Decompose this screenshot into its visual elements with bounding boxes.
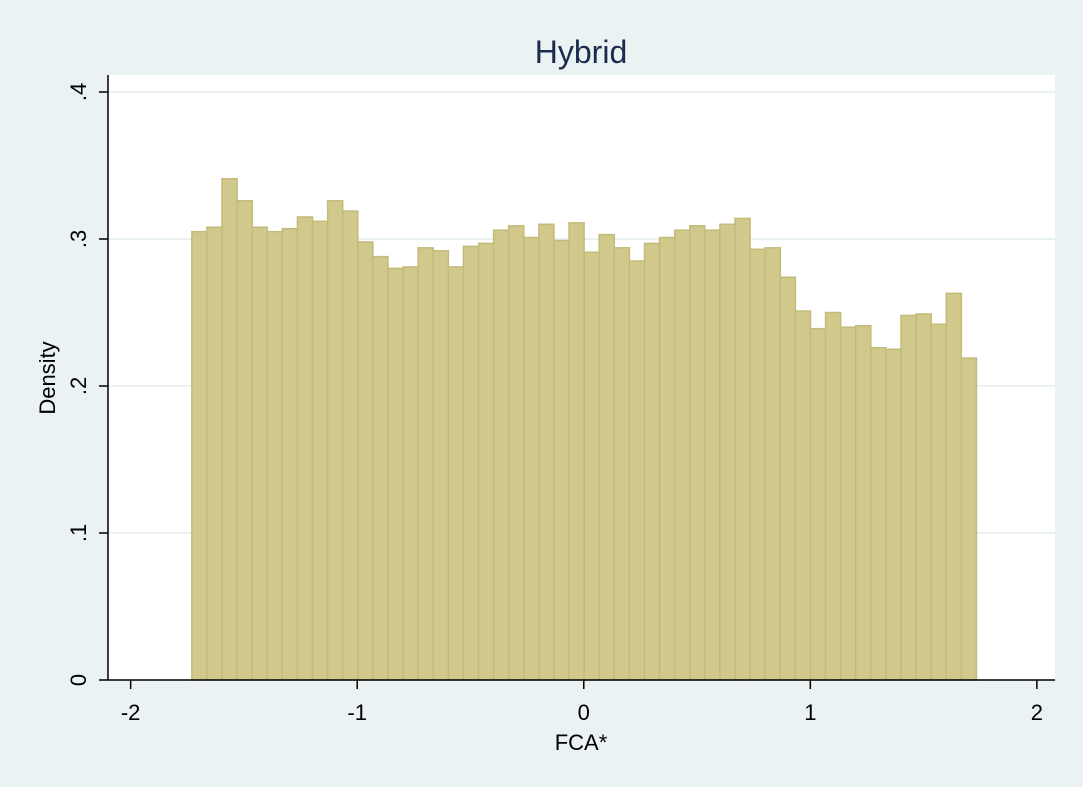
histogram-bar [598,233,616,681]
histogram-bar [281,227,299,681]
x-tick-label: -2 [121,700,141,725]
chart-title: Hybrid [535,34,627,70]
histogram-bar [628,260,646,681]
histogram-bar [764,247,782,681]
histogram-bar [688,225,706,681]
histogram-bar [447,266,465,681]
x-tick-label: -1 [347,700,367,725]
histogram-bar [794,310,812,681]
histogram-bar [885,348,902,681]
y-tick-label: .3 [66,230,91,248]
histogram-bar [704,229,721,681]
histogram-bar [719,223,736,681]
histogram-bar [824,311,842,681]
histogram-bar [553,239,570,681]
histogram-bar [236,200,253,681]
x-tick-label: 1 [804,700,816,725]
x-tick-label: 0 [578,700,590,725]
y-tick-label: 0 [66,674,91,686]
histogram-bar [613,247,631,681]
histogram-bar [477,242,495,681]
histogram-bar [960,357,978,681]
histogram-bar [402,266,419,681]
histogram-bar [839,326,857,681]
histogram-bar [870,347,887,681]
histogram-bar [854,324,872,681]
y-tick-label: .2 [66,377,91,395]
histogram-bar [492,229,510,681]
histogram-bar [432,250,450,681]
histogram-bar [643,242,661,681]
histogram-bar [945,292,963,681]
histogram-bar [326,200,344,681]
histogram-bar [779,276,797,681]
histogram-bar [809,327,827,681]
x-tick-label: 2 [1031,700,1043,725]
histogram-bar [930,323,948,681]
y-tick-label: .4 [66,83,91,101]
histogram-bar [915,313,932,681]
histogram-bar [372,255,389,681]
x-axis-label: FCA* [555,730,608,755]
y-axis-label: Density [35,341,60,414]
histogram-bar [296,216,314,681]
histogram-bar [221,177,238,681]
histogram-bar [673,229,691,681]
histogram-bar [462,245,480,681]
histogram-bars [191,177,978,681]
histogram-bar [749,248,766,681]
histogram-bar [251,226,269,681]
histogram-bar [387,267,404,681]
histogram-bar [311,220,329,681]
y-tick-label: .1 [66,524,91,542]
histogram-bar [206,226,223,681]
histogram-bar [341,210,359,681]
histogram-bar [417,247,434,681]
histogram-bar [523,236,540,681]
histogram-bar [266,230,284,681]
y-axis-ticks: 0 .1 .2 .3 .4 [66,83,108,686]
x-axis-ticks: -2 -1 0 1 2 [121,680,1043,725]
histogram-bar [583,251,600,681]
histogram-bar [900,314,917,681]
histogram-bar [658,236,676,681]
histogram-bar [357,241,374,681]
histogram-bar [568,222,585,681]
histogram-bar [538,223,555,681]
histogram-bar [734,217,751,681]
histogram-bar [507,225,525,681]
histogram-bar [191,230,208,681]
